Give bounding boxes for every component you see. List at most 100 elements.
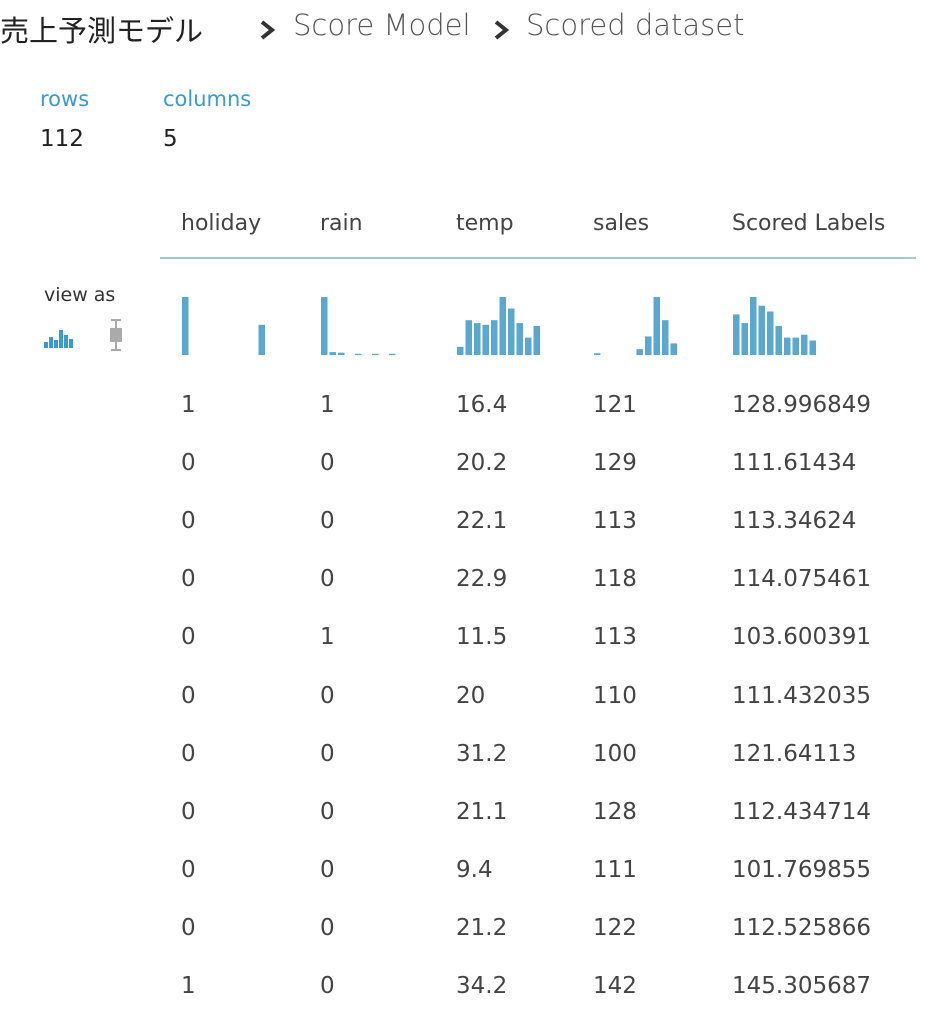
table-cell: 111	[593, 856, 637, 883]
table-cell: 129	[593, 450, 637, 477]
table-cell: 9.4	[456, 856, 493, 883]
histogram-bar	[182, 297, 189, 355]
table-cell: 21.2	[456, 914, 508, 941]
histogram-bar	[801, 334, 808, 355]
table-cell: 1	[320, 624, 335, 651]
table-cell: 0	[320, 856, 335, 883]
table-cell: 16.4	[456, 392, 508, 418]
table-cell: 34.2	[456, 973, 508, 999]
histogram-bar	[329, 352, 336, 355]
table-cell: 122	[593, 914, 637, 941]
table-cell: 0	[320, 914, 335, 941]
histogram-bar	[516, 323, 523, 355]
breadcrumb-item: 売上予測モデル	[0, 14, 204, 48]
table-cell: 100	[593, 740, 637, 767]
histogram-bar	[465, 320, 472, 355]
column-header: holiday	[181, 211, 262, 236]
table-cell: 0	[320, 798, 335, 825]
histogram-bar	[525, 337, 532, 355]
table-cell: 110	[593, 682, 637, 709]
table-cell: 0	[181, 914, 196, 941]
histogram-bar	[636, 349, 643, 355]
table-cell: 145.305687	[732, 973, 872, 999]
table-cell: 0	[181, 740, 196, 767]
histogram-bar	[670, 343, 677, 355]
stat-value: 112	[40, 126, 84, 152]
table-cell: 0	[320, 740, 335, 767]
table-cell: 1	[181, 392, 196, 418]
table-cell: 113	[593, 624, 637, 651]
histogram-bar	[758, 305, 765, 355]
table-cell: 0	[181, 682, 196, 709]
table-cell: 113.34624	[732, 508, 857, 535]
table-cell: 112.434714	[732, 798, 872, 825]
histogram-bar	[457, 346, 464, 355]
table-cell: 114.075461	[732, 566, 872, 593]
histogram-bar	[491, 320, 498, 355]
stat-value: 5	[163, 126, 178, 152]
histogram-bar	[508, 308, 515, 355]
table-cell: 118	[593, 566, 637, 593]
histogram-bar	[767, 311, 774, 355]
histogram-bar	[355, 353, 362, 355]
breadcrumb-separator	[260, 20, 276, 40]
breadcrumb-item: Scored dataset	[526, 8, 745, 42]
column-header: temp	[456, 211, 514, 236]
histogram-bar	[389, 353, 396, 355]
table-cell: 31.2	[456, 740, 508, 767]
histogram-bar	[594, 353, 601, 355]
breadcrumb-separator	[494, 20, 510, 40]
column-header: Scored Labels	[732, 211, 886, 236]
table-cell: 0	[181, 508, 196, 535]
table-cell: 22.9	[456, 566, 508, 593]
histogram-bar	[372, 353, 379, 355]
table-cell: 0	[320, 566, 335, 593]
histogram-bar	[784, 337, 791, 355]
table-cell: 20.2	[456, 450, 508, 477]
histogram-bar	[338, 352, 345, 355]
histogram-bar	[482, 324, 489, 355]
histogram-bar	[775, 326, 782, 355]
histogram-bar	[809, 340, 816, 355]
histogram-bar	[474, 323, 481, 355]
table-cell: 0	[320, 508, 335, 535]
table-cell: 1	[181, 973, 196, 999]
table-cell: 121.64113	[732, 740, 857, 767]
table-cell: 113	[593, 508, 637, 535]
column-header: rain	[320, 211, 363, 236]
table-cell: 0	[320, 973, 335, 999]
table-cell: 103.600391	[732, 624, 872, 651]
table-cell: 1	[320, 392, 335, 418]
table-cell: 0	[320, 450, 335, 477]
histogram-bar	[499, 297, 506, 355]
boxplot-view-icon[interactable]	[110, 319, 122, 351]
table-cell: 121	[593, 392, 637, 418]
table-cell: 111.432035	[732, 682, 872, 709]
table-cell: 0	[181, 624, 196, 651]
table-cell: 0	[320, 682, 335, 709]
table-cell: 21.1	[456, 798, 508, 825]
table-cell: 128	[593, 798, 637, 825]
table-cell: 0	[181, 798, 196, 825]
histogram-bar	[750, 297, 757, 355]
table-cell: 0	[181, 856, 196, 883]
table-cell: 142	[593, 973, 637, 999]
histogram-bar	[533, 326, 540, 355]
view-as-label: view as	[44, 284, 116, 306]
histogram-view-icon[interactable]	[44, 330, 73, 348]
table-cell: 11.5	[456, 624, 508, 651]
table-cell: 0	[181, 566, 196, 593]
histogram-bar	[645, 336, 652, 355]
histogram-bar	[792, 337, 799, 355]
table-cell: 128.996849	[732, 392, 872, 418]
breadcrumb-item: Score Model	[293, 8, 471, 42]
histogram-bar	[653, 297, 660, 355]
histogram-bar	[662, 320, 669, 355]
table-cell: 20	[456, 682, 486, 709]
stat-label: columns	[163, 87, 252, 111]
table-cell: 0	[181, 450, 196, 477]
table-cell: 22.1	[456, 508, 508, 535]
histogram-bar	[258, 324, 265, 355]
